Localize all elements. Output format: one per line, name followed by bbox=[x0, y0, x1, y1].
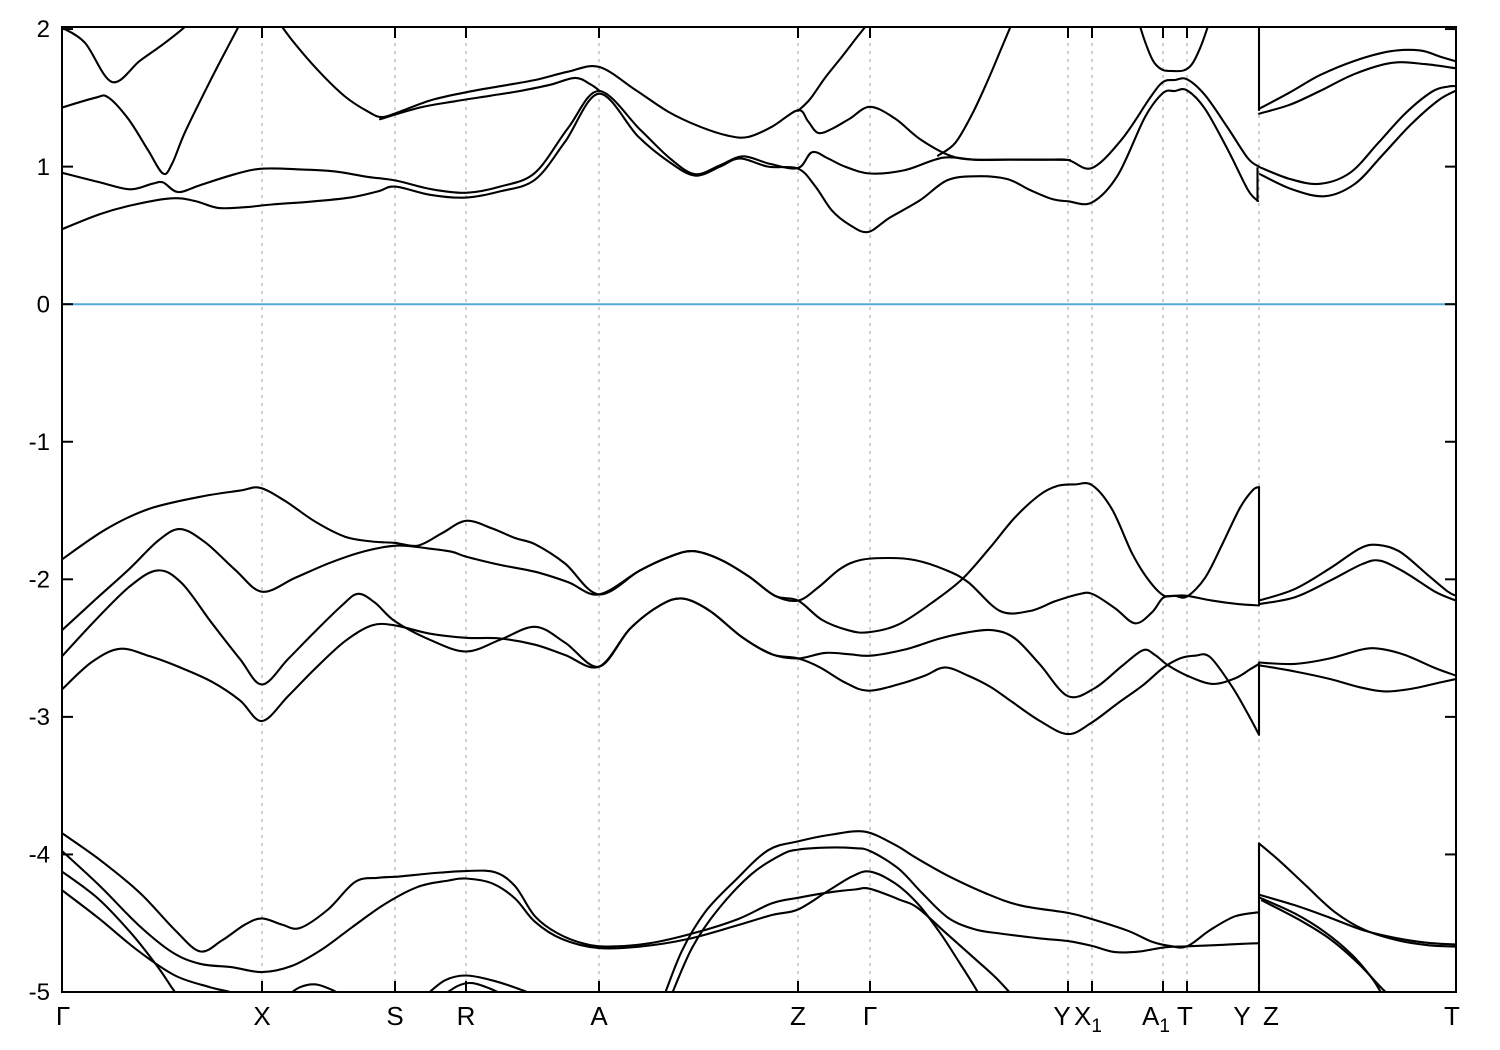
band-c8 bbox=[936, 27, 1012, 157]
band-b11 bbox=[1258, 893, 1456, 946]
band-zm2 bbox=[1257, 559, 1456, 606]
x-tick-label: Y bbox=[1233, 1001, 1250, 1031]
y-tick-label: 0 bbox=[37, 291, 50, 318]
band-b12 bbox=[1258, 896, 1382, 992]
x-tick-label: X bbox=[253, 1001, 270, 1031]
grid-lines bbox=[261, 27, 1260, 992]
band-b4 bbox=[62, 889, 234, 992]
plot-frame bbox=[61, 26, 1457, 993]
band-zm3 bbox=[1257, 647, 1456, 677]
y-tick-label: 1 bbox=[37, 154, 50, 181]
y-tick-label: -5 bbox=[29, 979, 50, 1006]
band-b6 bbox=[428, 974, 530, 992]
band-b2 bbox=[62, 849, 979, 992]
band-c12 bbox=[1258, 84, 1456, 186]
band-m4 bbox=[62, 597, 1261, 736]
band-m2 bbox=[62, 482, 1261, 634]
x-tick-labels: Γ X S R A Z Γ Y X1 A1 T Y Z T bbox=[56, 1001, 1460, 1037]
band-c13 bbox=[1258, 89, 1456, 198]
y-tick-labels: 2 1 0 -1 -2 -3 -4 -5 bbox=[29, 16, 50, 1006]
band-b7 bbox=[446, 981, 501, 992]
band-c5 bbox=[280, 27, 1072, 162]
band-b10 bbox=[1257, 842, 1456, 948]
x-tick-label: T bbox=[1177, 1001, 1193, 1031]
band-c4 bbox=[62, 88, 1260, 234]
band-c2 bbox=[62, 27, 240, 176]
x-tick-label: R bbox=[457, 1001, 476, 1031]
x-tick-label: A1 bbox=[1142, 1001, 1170, 1037]
y-tick-label: -4 bbox=[29, 842, 50, 869]
band-zm1 bbox=[1257, 543, 1456, 602]
band-zm4 bbox=[1257, 664, 1456, 693]
x-tick-label: X1 bbox=[1074, 1001, 1102, 1037]
tick-marks bbox=[61, 27, 1457, 993]
band-curves bbox=[62, 27, 1456, 992]
band-b1 bbox=[62, 832, 1011, 992]
y-tick-label: -1 bbox=[29, 429, 50, 456]
band-c3 bbox=[62, 77, 1261, 194]
band-m1 bbox=[62, 486, 1261, 625]
band-c10 bbox=[1257, 48, 1456, 110]
y-tick-label: -3 bbox=[29, 704, 50, 731]
x-tick-label: Γ bbox=[56, 1001, 70, 1031]
x-tick-label: S bbox=[386, 1001, 403, 1031]
band-c11 bbox=[1257, 61, 1456, 115]
x-tick-label: Y bbox=[1053, 1001, 1070, 1031]
band-m3 bbox=[62, 569, 1261, 699]
x-tick-label: Z bbox=[790, 1001, 806, 1031]
band-c7 bbox=[796, 27, 867, 112]
band-c1 bbox=[62, 27, 187, 84]
x-tick-label: Γ bbox=[863, 1001, 877, 1031]
x-tick-label: A bbox=[590, 1001, 608, 1031]
x-tick-label: T bbox=[1444, 1001, 1460, 1031]
band-b8 bbox=[664, 830, 1261, 992]
band-discontinuities bbox=[1256, 27, 1261, 992]
band-b9 bbox=[671, 846, 1261, 992]
band-c9 bbox=[1139, 27, 1209, 73]
band-b13 bbox=[1260, 899, 1388, 992]
band-c6 bbox=[378, 76, 601, 121]
x-tick-label: Z bbox=[1263, 1001, 1279, 1031]
y-tick-label: 2 bbox=[37, 16, 50, 43]
y-tick-label: -2 bbox=[29, 566, 50, 593]
band-b3 bbox=[62, 870, 177, 992]
band-b5 bbox=[290, 983, 339, 992]
